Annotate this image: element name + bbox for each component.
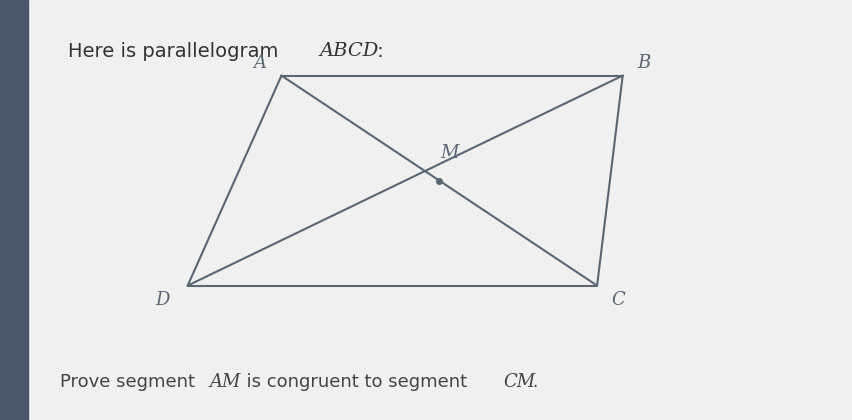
Text: A: A — [253, 54, 267, 72]
Text: is congruent to segment: is congruent to segment — [234, 373, 472, 391]
Text: AM: AM — [209, 373, 240, 391]
Text: Here is parallelogram: Here is parallelogram — [68, 42, 285, 61]
Text: B: B — [636, 54, 650, 72]
Text: CM: CM — [503, 373, 535, 391]
Text: D: D — [155, 291, 169, 309]
Bar — [0, 0, 28, 420]
Text: M: M — [440, 144, 458, 162]
Text: :: : — [371, 42, 383, 61]
Text: ABCD: ABCD — [320, 42, 379, 60]
Text: Prove segment: Prove segment — [60, 373, 200, 391]
Text: .: . — [527, 373, 538, 391]
Text: C: C — [611, 291, 625, 309]
